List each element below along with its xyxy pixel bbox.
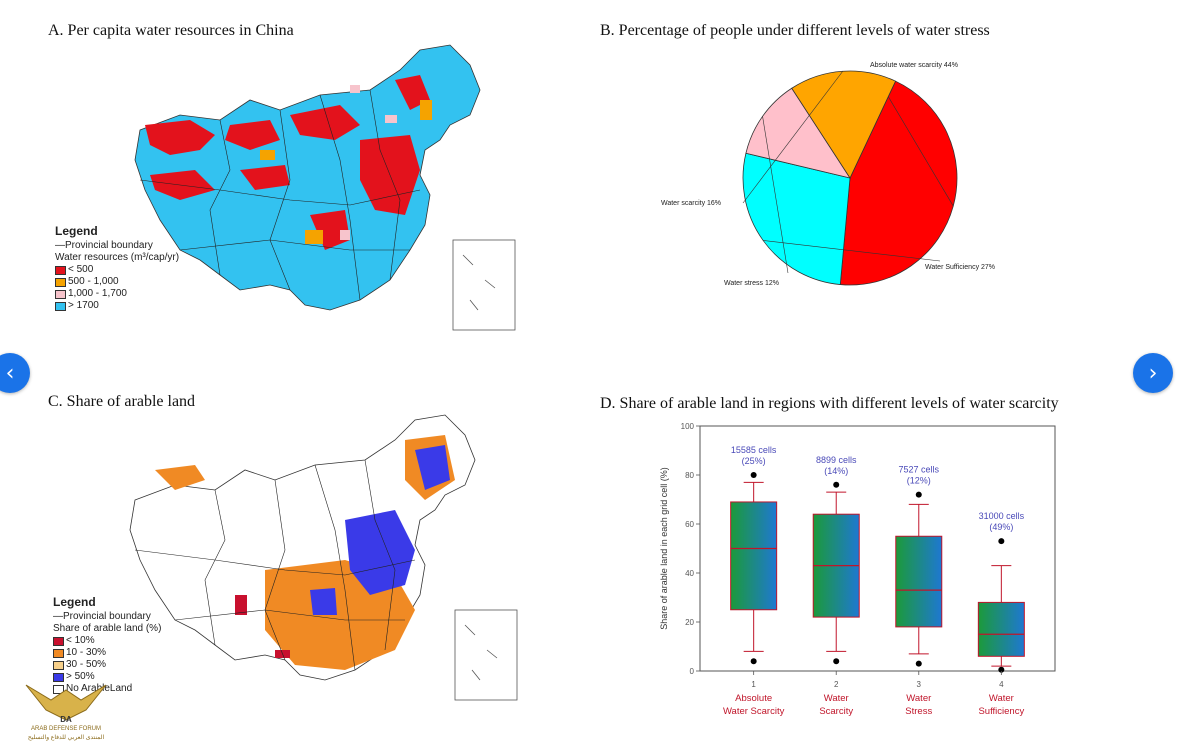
outlier-point: [750, 472, 757, 478]
cell-percent-label: (12%): [907, 476, 931, 486]
legend-a: Legend —Provincial boundary Water resour…: [55, 225, 179, 312]
blue-arable-patches: [310, 445, 450, 615]
panel-b-title: B. Percentage of people under different …: [600, 22, 990, 39]
y-tick-label: 60: [685, 520, 694, 529]
arab-defense-forum-logo: DA ARAB DEFENSE FORUM المنتدى العربي للد…: [6, 680, 126, 741]
cell-percent-label: (25%): [742, 456, 766, 466]
y-tick-label: 80: [685, 471, 694, 480]
legend-c-boundary: —Provincial boundary: [53, 611, 151, 622]
category-label-line2: Stress: [905, 706, 932, 717]
provincial-boundaries-c: [134, 459, 416, 671]
legend-c-item-1: < 10%: [53, 635, 161, 647]
category-label-line1: Water: [989, 693, 1014, 704]
category-label-line2: Scarcity: [819, 706, 853, 717]
pink-patches: [340, 85, 397, 240]
forum-emblem-icon: DA: [25, 684, 107, 724]
panel-c-title: C. Share of arable land: [48, 393, 196, 410]
legend-a-item-3: 1,000 - 1,700: [55, 288, 179, 300]
legend-c: Legend —Provincial boundary Share of ara…: [53, 596, 161, 695]
outlier-point: [833, 481, 840, 488]
outlier-point: [833, 658, 840, 665]
pie-slice-label: Absolute water scarcity 44%: [870, 62, 958, 69]
pie-slice-label: Water Sufficiency 27%: [925, 264, 995, 271]
prev-slide-button[interactable]: ‹: [0, 353, 30, 393]
forum-brand-mark: DA: [60, 715, 72, 724]
cell-percent-label: (49%): [989, 522, 1013, 532]
chevron-right-icon: ›: [1148, 360, 1158, 386]
box: [895, 535, 943, 628]
panel-a-title: A. Per capita water resources in China: [48, 22, 294, 39]
pie-leader-line: [763, 240, 941, 262]
legend-a-item-4: > 1700: [55, 300, 179, 312]
x-tick-label: 1: [751, 680, 756, 689]
y-axis-title: Share of arable land in each grid cell (…: [659, 467, 669, 630]
legend-c-title: Legend: [53, 595, 96, 609]
outlier-point: [750, 658, 757, 665]
category-label-line1: Water: [906, 693, 931, 704]
legend-c-item-3: 30 - 50%: [53, 659, 161, 671]
arable-land-boxplot: 0 20 40 60 80 100 Share of arable land in each…: [659, 422, 1056, 717]
y-tick-label: 0: [690, 667, 695, 676]
legend-c-share-label: Share of arable land (%): [53, 623, 162, 634]
forum-name: ARAB DEFENSE FORUM: [30, 726, 101, 732]
orange-patches: [260, 100, 432, 244]
chevron-left-icon: ‹: [5, 360, 15, 386]
outlier-point: [915, 491, 922, 498]
pie-leader-line: [875, 75, 954, 207]
cell-count-label: 31000 cells: [979, 511, 1025, 521]
cell-percent-label: (14%): [824, 466, 848, 476]
panel-d-title: D. Share of arable land in regions with …: [600, 395, 1059, 412]
china-map-shape-a: [134, 44, 481, 311]
china-arable-land-map: [129, 414, 518, 701]
x-tick-label: 2: [834, 680, 839, 689]
cell-count-label: 7527 cells: [899, 465, 940, 475]
outlier-point: [998, 666, 1005, 673]
legend-a-resources-label: Water resources (m³/cap/yr): [55, 252, 180, 263]
category-label-line2: Water Scarcity: [723, 706, 785, 717]
next-slide-button[interactable]: ›: [1133, 353, 1173, 393]
legend-a-item-1: < 500: [55, 264, 179, 276]
box: [730, 501, 778, 611]
x-tick-label: 3: [917, 680, 922, 689]
pie-slice-label: Water stress 12%: [724, 280, 779, 287]
provincial-boundaries: [139, 89, 421, 301]
outlier-point: [998, 538, 1005, 545]
china-water-resources-map: [134, 44, 516, 331]
y-tick-label: 40: [685, 569, 694, 578]
pie-slice: [742, 152, 851, 285]
outlier-point: [915, 660, 922, 667]
pie-leader-line: [762, 116, 789, 274]
category-label-line2: Sufficiency: [978, 706, 1024, 717]
water-stress-pie-chart: Absolute water scarcity 44% Water Suffici…: [661, 62, 995, 287]
cell-count-label: 15585 cells: [731, 445, 777, 455]
pie-slice: [745, 87, 851, 179]
x-tick-label: 4: [999, 680, 1004, 689]
pie-leader-line: [742, 71, 843, 204]
south-china-sea-inset: [452, 239, 516, 331]
legend-c-item-2: 10 - 30%: [53, 647, 161, 659]
legend-a-title: Legend: [55, 224, 98, 238]
pie-slice-label: Water scarcity 16%: [661, 200, 721, 207]
category-label-line1: Water: [824, 693, 849, 704]
box: [977, 601, 1025, 657]
legend-a-item-2: 500 - 1,000: [55, 276, 179, 288]
legend-c-item-4: > 50%: [53, 671, 161, 683]
category-label-line1: Absolute: [735, 693, 772, 704]
forum-name-arabic: المنتدى العربي للدفاع والتسليح: [27, 735, 105, 741]
y-tick-label: 100: [681, 422, 695, 431]
south-china-sea-inset-c: [454, 609, 518, 701]
legend-c-item-5: No ArableLand: [53, 683, 161, 695]
y-tick-label: 20: [685, 618, 694, 627]
legend-a-boundary: —Provincial boundary: [55, 240, 153, 251]
cell-count-label: 8899 cells: [816, 455, 857, 465]
